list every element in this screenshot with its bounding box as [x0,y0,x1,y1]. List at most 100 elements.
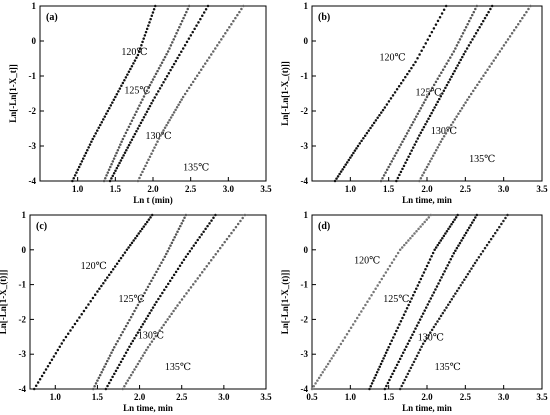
data-point [145,161,149,165]
data-point [123,78,126,82]
data-point [75,319,79,323]
data-point [194,241,198,245]
y-axis-label: Ln[-Ln[1-X_(t)]] [280,270,290,335]
data-point [451,120,455,124]
data-point [422,101,426,104]
data-point [439,140,443,144]
data-point [124,351,128,355]
data-point [236,222,240,226]
data-point [472,264,475,268]
data-point [155,270,158,274]
y-tick-label: -2 [29,106,37,116]
data-point [450,123,453,127]
data-point [97,376,101,380]
data-point [106,359,109,363]
data-point [464,25,468,29]
data-point [374,119,378,122]
data-point [396,176,400,180]
data-point [142,225,146,228]
data-point [341,168,344,171]
data-point [241,216,244,220]
data-point [409,236,412,240]
data-point [445,306,448,309]
data-point [346,161,349,164]
data-point [399,320,403,323]
data-point [141,323,145,326]
data-point [71,179,74,183]
data-point [206,4,210,8]
data-point [423,220,426,224]
data-point [123,354,126,358]
x-tick-label: 2.0 [421,184,433,194]
data-point [143,320,146,323]
data-point [210,219,213,222]
data-point [433,151,436,155]
data-point [464,231,468,235]
data-point [142,95,146,98]
data-point [393,91,397,94]
x-tick-label: 2.5 [460,184,472,194]
y-tick-label: -2 [19,314,27,324]
data-point [127,246,130,249]
data-point [198,236,201,239]
y-tick-label: -2 [301,314,309,324]
y-tick-label: 0 [304,245,309,255]
data-point [410,123,413,127]
data-point [176,230,179,233]
data-point [333,179,337,183]
data-point [418,281,421,284]
data-point [151,99,155,102]
data-point [437,282,440,285]
y-tick-label: -3 [29,141,37,151]
data-point [472,89,475,93]
data-point [467,44,471,47]
data-point [192,244,196,247]
data-point [162,323,165,327]
data-point [160,61,164,64]
data-point [188,249,192,253]
data-point [312,384,316,388]
data-point [525,10,528,14]
data-point [174,270,178,274]
data-point [388,162,392,166]
data-point [434,323,437,326]
data-point [382,357,385,360]
data-point [405,345,408,349]
data-point [377,368,380,371]
data-point [141,98,144,101]
data-point [445,62,448,65]
data-point [120,84,123,88]
x-tick-label: 0.5 [306,392,318,402]
data-point [138,104,141,107]
series-annotation: 135℃ [469,154,495,165]
data-point [396,251,400,255]
y-tick-label: -1 [301,280,309,290]
data-point [445,229,449,233]
data-point [125,148,128,152]
data-point [461,55,464,59]
data-point [454,249,457,252]
data-point [444,232,447,235]
data-point [416,112,420,116]
data-point [106,109,110,113]
data-point [128,376,131,380]
y-axis-label: Ln[-Ln[1-X_t]] [8,64,18,123]
data-point [362,137,365,140]
data-point [127,143,131,147]
data-point [114,154,117,158]
data-point [372,290,375,294]
data-point [124,324,128,328]
data-point [466,22,469,26]
data-point [76,168,80,172]
data-point [434,103,438,106]
data-point [378,365,381,368]
data-point [438,279,442,282]
data-point [417,351,420,355]
data-point [408,152,412,155]
data-point [200,233,203,236]
data-point [110,162,113,166]
data-point [401,78,405,82]
data-point [434,246,438,249]
data-point [430,328,434,332]
data-point [369,384,373,388]
